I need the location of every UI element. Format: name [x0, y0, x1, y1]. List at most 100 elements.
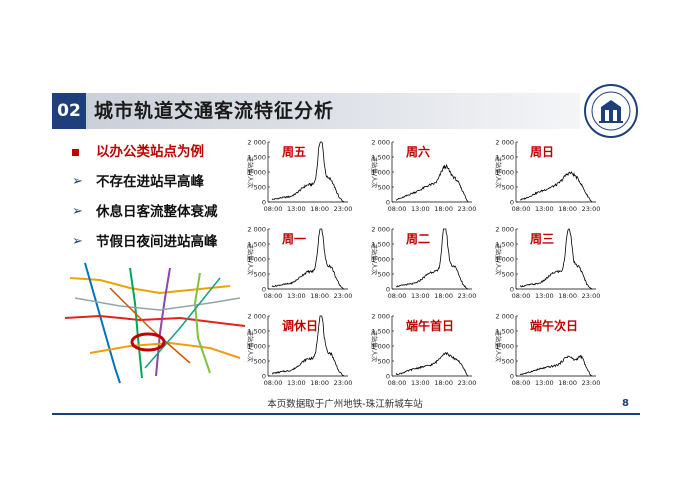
chart-title: 调休日: [282, 318, 318, 333]
y-axis-label: 进站量/人次: [246, 243, 254, 275]
x-tick-label: 18:00: [558, 205, 577, 213]
x-tick-label: 23:00: [582, 379, 601, 387]
y-axis-label: 进站量/人次: [494, 243, 502, 275]
x-tick-label: 23:00: [334, 205, 353, 213]
y-tick-label: 2 000: [495, 226, 514, 234]
series-line: [395, 352, 469, 377]
x-tick-label: 18:00: [434, 292, 453, 300]
y-tick-label: 1 000: [247, 169, 266, 177]
series-line: [519, 171, 593, 203]
x-tick-label: 13:00: [535, 379, 554, 387]
x-tick-label: 13:00: [411, 379, 430, 387]
chevron-bullet-icon: ➢: [72, 174, 83, 189]
y-tick-label: 500: [502, 358, 514, 366]
y-tick-label: 0: [262, 286, 266, 294]
x-tick-label: 23:00: [334, 379, 353, 387]
daily-entry-chart: 2 000 1 500 1 000 500 008:00 13:00 18:00 23:00 进…: [494, 226, 600, 301]
highlight-circle: [130, 332, 166, 352]
y-tick-label: 0: [386, 199, 390, 207]
footer-note: 本页数据取于广州地铁-珠江新城车站: [267, 399, 423, 410]
daily-entry-chart: 2 000 1 500 1 000 500 008:00 13:00 18:00 23:00 进…: [246, 226, 352, 301]
x-tick-label: 18:00: [558, 379, 577, 387]
y-tick-label: 2 000: [247, 313, 266, 321]
y-tick-label: 1 000: [495, 343, 514, 351]
y-tick-label: 0: [510, 199, 514, 207]
y-tick-label: 2 000: [247, 226, 266, 234]
y-axis-label: 进站量/人次: [246, 330, 254, 362]
daily-entry-chart: 2 000 1 500 1 000 500 008:00 13:00 18:00 23:00 进…: [370, 313, 476, 388]
square-bullet-icon: [72, 140, 86, 164]
x-tick-label: 13:00: [535, 292, 554, 300]
x-tick-label: 23:00: [582, 205, 601, 213]
x-tick-label: 18:00: [310, 205, 329, 213]
y-tick-label: 2 000: [495, 313, 514, 321]
bullet-text: 休息日客流整体衰减: [96, 204, 218, 220]
y-tick-label: 1 000: [495, 169, 514, 177]
section-number: 02: [52, 93, 86, 129]
y-tick-label: 1 000: [247, 256, 266, 264]
bullet-item: ➢ 节假日夜间进站高峰: [72, 230, 252, 260]
y-tick-label: 2 000: [371, 313, 390, 321]
y-tick-label: 1 500: [247, 241, 266, 249]
x-tick-label: 08:00: [264, 205, 283, 213]
y-tick-label: 1 000: [495, 256, 514, 264]
daily-entry-chart: 2 000 1 500 1 000 500 008:00 13:00 18:00 23:00 进…: [246, 313, 352, 388]
x-tick-label: 18:00: [558, 292, 577, 300]
y-tick-label: 1 500: [495, 328, 514, 336]
x-tick-label: 08:00: [264, 379, 283, 387]
bullet-text: 以办公类站点为例: [96, 144, 204, 160]
y-tick-label: 1 500: [371, 241, 390, 249]
y-tick-label: 2 000: [371, 226, 390, 234]
x-tick-label: 13:00: [411, 205, 430, 213]
y-axis-label: 进站量/人次: [494, 156, 502, 188]
bullet-list: 以办公类站点为例 ➢ 不存在进站早高峰 ➢ 休息日客流整体衰减 ➢ 节假日夜间进…: [72, 140, 252, 260]
bullet-item: 以办公类站点为例: [72, 140, 252, 170]
page-number: 8: [622, 398, 629, 409]
x-tick-label: 08:00: [388, 292, 407, 300]
x-tick-label: 18:00: [434, 205, 453, 213]
y-tick-label: 2 000: [371, 139, 390, 147]
x-tick-label: 13:00: [411, 292, 430, 300]
y-tick-label: 500: [502, 184, 514, 192]
daily-entry-chart: 2 000 1 500 1 000 500 008:00 13:00 18:00 23:00 进…: [370, 139, 476, 214]
x-tick-label: 08:00: [264, 292, 283, 300]
chevron-bullet-icon: ➢: [72, 234, 83, 249]
x-tick-label: 23:00: [582, 292, 601, 300]
series-line: [395, 163, 469, 203]
x-tick-label: 18:00: [310, 292, 329, 300]
y-tick-label: 0: [386, 373, 390, 381]
y-tick-label: 1 500: [247, 154, 266, 162]
series-line: [519, 228, 593, 290]
daily-entry-chart: 2 000 1 500 1 000 500 008:00 13:00 18:00 23:00 进…: [370, 226, 476, 301]
x-tick-label: 08:00: [388, 205, 407, 213]
y-tick-label: 0: [262, 199, 266, 207]
chart-title: 周六: [406, 144, 430, 159]
y-axis-label: 进站量/人次: [370, 156, 378, 188]
y-tick-label: 1 500: [371, 328, 390, 336]
y-tick-label: 1 000: [371, 169, 390, 177]
y-tick-label: 0: [510, 373, 514, 381]
daily-entry-chart: 2 000 1 500 1 000 500 008:00 13:00 18:00 23:00 进…: [494, 139, 600, 214]
x-tick-label: 13:00: [287, 205, 306, 213]
x-tick-label: 08:00: [388, 379, 407, 387]
x-tick-label: 23:00: [458, 205, 477, 213]
page-title: 城市轨道交通客流特征分析: [94, 100, 335, 122]
chart-title: 周五: [282, 145, 306, 159]
title-bar: [52, 93, 580, 129]
y-tick-label: 500: [502, 271, 514, 279]
y-tick-label: 500: [254, 271, 266, 279]
y-tick-label: 1 500: [371, 154, 390, 162]
x-tick-label: 23:00: [458, 292, 477, 300]
y-tick-label: 500: [254, 358, 266, 366]
y-tick-label: 2 000: [247, 139, 266, 147]
y-tick-label: 1 000: [247, 343, 266, 351]
bullet-text: 不存在进站早高峰: [96, 174, 204, 190]
x-tick-label: 23:00: [334, 292, 353, 300]
x-tick-label: 13:00: [287, 292, 306, 300]
x-tick-label: 13:00: [287, 379, 306, 387]
y-tick-label: 500: [254, 184, 266, 192]
y-tick-label: 500: [378, 271, 390, 279]
y-tick-label: 1 500: [495, 241, 514, 249]
